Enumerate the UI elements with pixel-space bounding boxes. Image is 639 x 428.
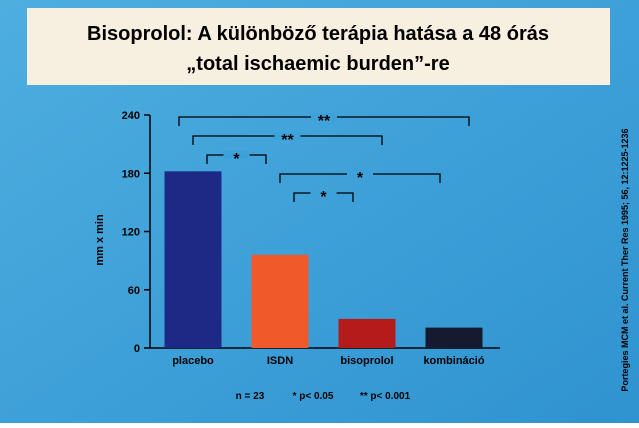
significance-label: ** xyxy=(318,113,331,130)
x-tick-label: kombináció xyxy=(423,355,484,367)
footnote: n = 23 xyxy=(236,391,265,402)
x-tick-label: ISDN xyxy=(267,355,293,367)
bar xyxy=(425,327,483,348)
significance-label: * xyxy=(320,189,327,206)
significance-label: * xyxy=(357,170,364,187)
y-tick-label: 240 xyxy=(122,110,140,122)
y-tick-label: 0 xyxy=(134,343,140,355)
title-line: Bisoprolol: A különböző terápia hatása a… xyxy=(87,23,549,45)
bar xyxy=(164,171,222,348)
bar xyxy=(338,318,396,348)
bracket-gap xyxy=(311,113,337,121)
significance-label: * xyxy=(233,151,240,168)
x-tick-label: placebo xyxy=(172,355,214,367)
x-tick-label: bisoprolol xyxy=(340,355,393,367)
bracket-gap xyxy=(223,151,250,159)
y-tick-label: 120 xyxy=(122,227,140,239)
title-box xyxy=(27,8,610,85)
bracket-gap xyxy=(310,189,337,197)
footnote: * p< 0.05 xyxy=(293,391,334,402)
y-axis-label: mm x min xyxy=(94,214,106,266)
y-tick-label: 60 xyxy=(128,285,140,297)
source: Portegies MCM et al. Current Ther Res 19… xyxy=(620,128,630,391)
bracket-gap xyxy=(274,132,301,140)
significance-label: ** xyxy=(281,132,294,149)
bar xyxy=(251,254,309,348)
title-line: „total ischaemic burden”-re xyxy=(186,53,449,75)
bracket-gap xyxy=(347,170,373,178)
y-tick-label: 180 xyxy=(122,168,140,180)
footnote: ** p< 0.001 xyxy=(360,391,411,402)
